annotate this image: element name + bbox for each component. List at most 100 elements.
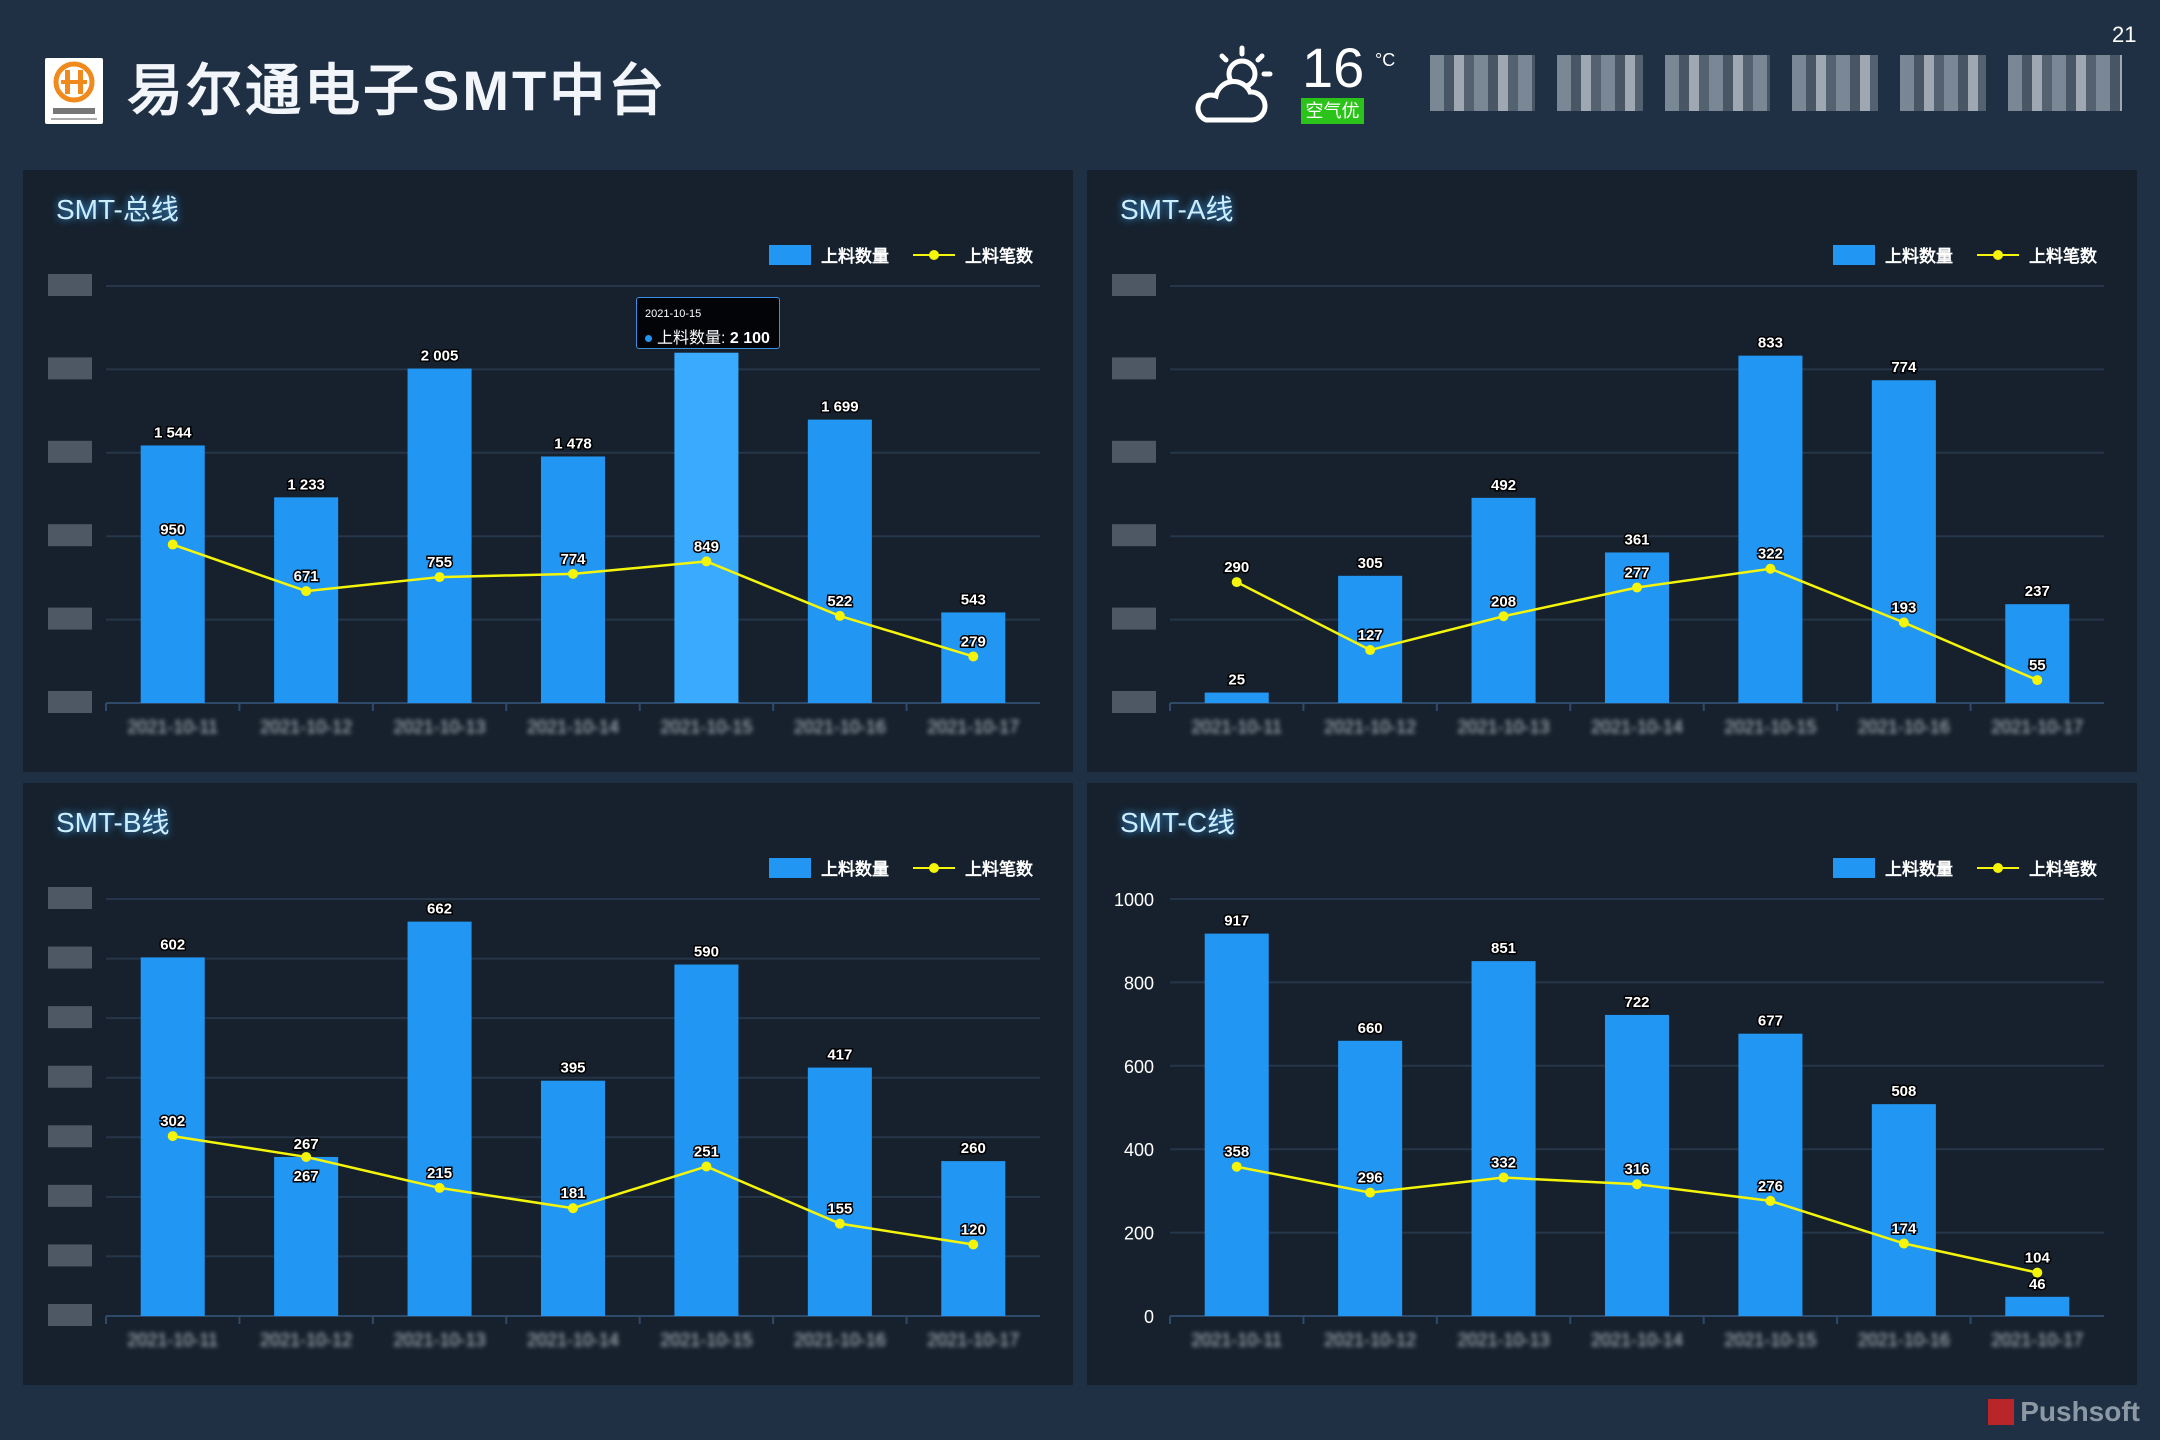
line-data-label: 155 — [827, 1201, 852, 1218]
bar-data-label: 305 — [1358, 555, 1383, 572]
x-tick-label: 2021-10-17 — [1991, 1330, 2083, 1350]
bar-data-label: 774 — [1891, 359, 1917, 376]
line-data-label: 322 — [1758, 546, 1783, 563]
line-data-label: 208 — [1491, 593, 1516, 610]
x-tick-label: 2021-10-16 — [794, 1330, 886, 1350]
line-point — [1231, 1161, 1242, 1172]
line-data-label: 55 — [2029, 657, 2046, 674]
bar-data-label: 1 478 — [554, 435, 592, 452]
line-data-label: 755 — [427, 554, 452, 571]
legend-line-label[interactable]: 上料笔数 — [965, 860, 1033, 879]
bar — [674, 964, 739, 1316]
bar-data-label: 590 — [694, 944, 719, 961]
bar — [1471, 961, 1536, 1316]
y-tick-blurred — [1112, 691, 1156, 713]
bar-data-label: 46 — [2029, 1276, 2046, 1293]
line-point — [2032, 1267, 2043, 1278]
line-data-label: 277 — [1624, 564, 1649, 581]
line-data-label: 120 — [961, 1222, 986, 1239]
bar — [1604, 1014, 1670, 1316]
line-data-label: 279 — [961, 633, 986, 650]
bar-data-label: 2 005 — [421, 348, 459, 365]
line-data-label: 849 — [694, 538, 719, 555]
page-title: 易尔通电子SMT中台 — [127, 59, 668, 122]
temperature: 16 — [1302, 36, 1365, 99]
bar — [1471, 497, 1536, 703]
line-data-label: 302 — [160, 1113, 185, 1130]
watermark-text: Pushsoft — [2020, 1396, 2140, 1427]
legend-line-label[interactable]: 上料笔数 — [2029, 860, 2097, 879]
legend-bar-swatch — [1833, 857, 1875, 878]
bar — [407, 921, 472, 1316]
bar — [1204, 692, 1269, 703]
line-point — [834, 1218, 845, 1229]
bar-data-label: 1 544 — [154, 424, 192, 441]
x-tick-label: 2021-10-13 — [1458, 1330, 1550, 1350]
y-tick-blurred — [48, 887, 92, 909]
bar — [2005, 1296, 2070, 1316]
air-quality-badge: 空气优 — [1301, 98, 1364, 124]
x-tick-label: 2021-10-14 — [1591, 717, 1683, 737]
line-point — [301, 586, 312, 597]
line-point — [1632, 1179, 1642, 1190]
line-data-label: 358 — [1224, 1144, 1249, 1161]
panel-title: SMT-总线 — [56, 194, 179, 225]
y-tick-blurred — [1112, 524, 1156, 547]
watermark: Pushsoft — [1988, 1396, 2140, 1428]
bar — [274, 1156, 339, 1316]
x-tick-label: 2021-10-16 — [1858, 717, 1950, 737]
x-tick-label: 2021-10-14 — [527, 1330, 619, 1350]
tooltip-date: 2021-10-15 — [645, 308, 702, 320]
legend-bar-label[interactable]: 上料数量 — [821, 247, 889, 266]
legend-line-swatch — [1977, 245, 2019, 265]
line-point — [701, 556, 712, 567]
y-tick-blurred — [48, 1006, 92, 1029]
bar-data-label: 602 — [160, 936, 185, 953]
x-tick-label: 2021-10-12 — [1324, 717, 1416, 737]
x-tick-label: 2021-10-14 — [527, 717, 619, 737]
tooltip-label: 上料数量 — [657, 330, 722, 347]
line-data-label: 215 — [427, 1165, 452, 1182]
bar-data-label: 1 699 — [821, 399, 859, 416]
line-data-label: 290 — [1224, 559, 1249, 576]
line-data-label: 671 — [294, 568, 319, 585]
bar-data-label: 677 — [1758, 1013, 1783, 1030]
x-tick-label: 2021-10-17 — [927, 1330, 1019, 1350]
legend-bar-swatch — [769, 857, 811, 878]
legend-line-label[interactable]: 上料笔数 — [2029, 247, 2097, 266]
x-tick-label: 2021-10-11 — [1191, 1330, 1282, 1350]
line-data-label: 332 — [1491, 1155, 1516, 1172]
legend[interactable]: 上料数量 上料笔数 — [1833, 855, 2097, 880]
legend[interactable]: 上料数量 上料笔数 — [769, 242, 1033, 267]
line-point — [2032, 675, 2043, 686]
legend-bar-label[interactable]: 上料数量 — [821, 860, 889, 879]
chart-panel-a: SMT-A线 上料数量 上料笔数 2021-10-11 25 2021-10-12 3… — [1087, 170, 2137, 772]
bar — [407, 368, 472, 703]
x-tick-label: 2021-10-12 — [260, 1330, 352, 1350]
page-number: 21 — [2112, 22, 2137, 47]
x-tick-label: 2021-10-15 — [660, 1330, 752, 1350]
line-point — [301, 1151, 312, 1162]
line-point — [1498, 1172, 1509, 1183]
x-tick-label: 2021-10-17 — [1991, 717, 2083, 737]
y-tick-label: 0 — [1144, 1307, 1154, 1327]
bar — [674, 352, 739, 703]
legend-bar-swatch — [1833, 244, 1875, 265]
datetime-blurred — [1430, 55, 2123, 111]
x-tick-label: 2021-10-14 — [1591, 1330, 1683, 1350]
legend-bar-label[interactable]: 上料数量 — [1885, 860, 1953, 879]
chart-svg: 2021-10-11 602 2021-10-12 267 2021-10-13 662 2… — [48, 887, 1040, 1350]
line-point — [1365, 645, 1376, 656]
legend[interactable]: 上料数量 上料笔数 — [769, 855, 1033, 880]
panel-title: SMT-B线 — [56, 807, 170, 838]
legend[interactable]: 上料数量 上料笔数 — [1833, 242, 2097, 267]
y-tick-blurred — [48, 1184, 92, 1207]
legend-line-label[interactable]: 上料笔数 — [965, 247, 1033, 266]
y-tick-label: 800 — [1124, 973, 1154, 993]
y-tick-blurred — [1112, 440, 1156, 463]
y-tick-blurred — [48, 274, 92, 296]
panel-title: SMT-A线 — [1120, 194, 1234, 225]
x-tick-label: 2021-10-11 — [127, 717, 218, 737]
legend-bar-label[interactable]: 上料数量 — [1885, 247, 1953, 266]
bar-data-label: 417 — [827, 1047, 852, 1064]
